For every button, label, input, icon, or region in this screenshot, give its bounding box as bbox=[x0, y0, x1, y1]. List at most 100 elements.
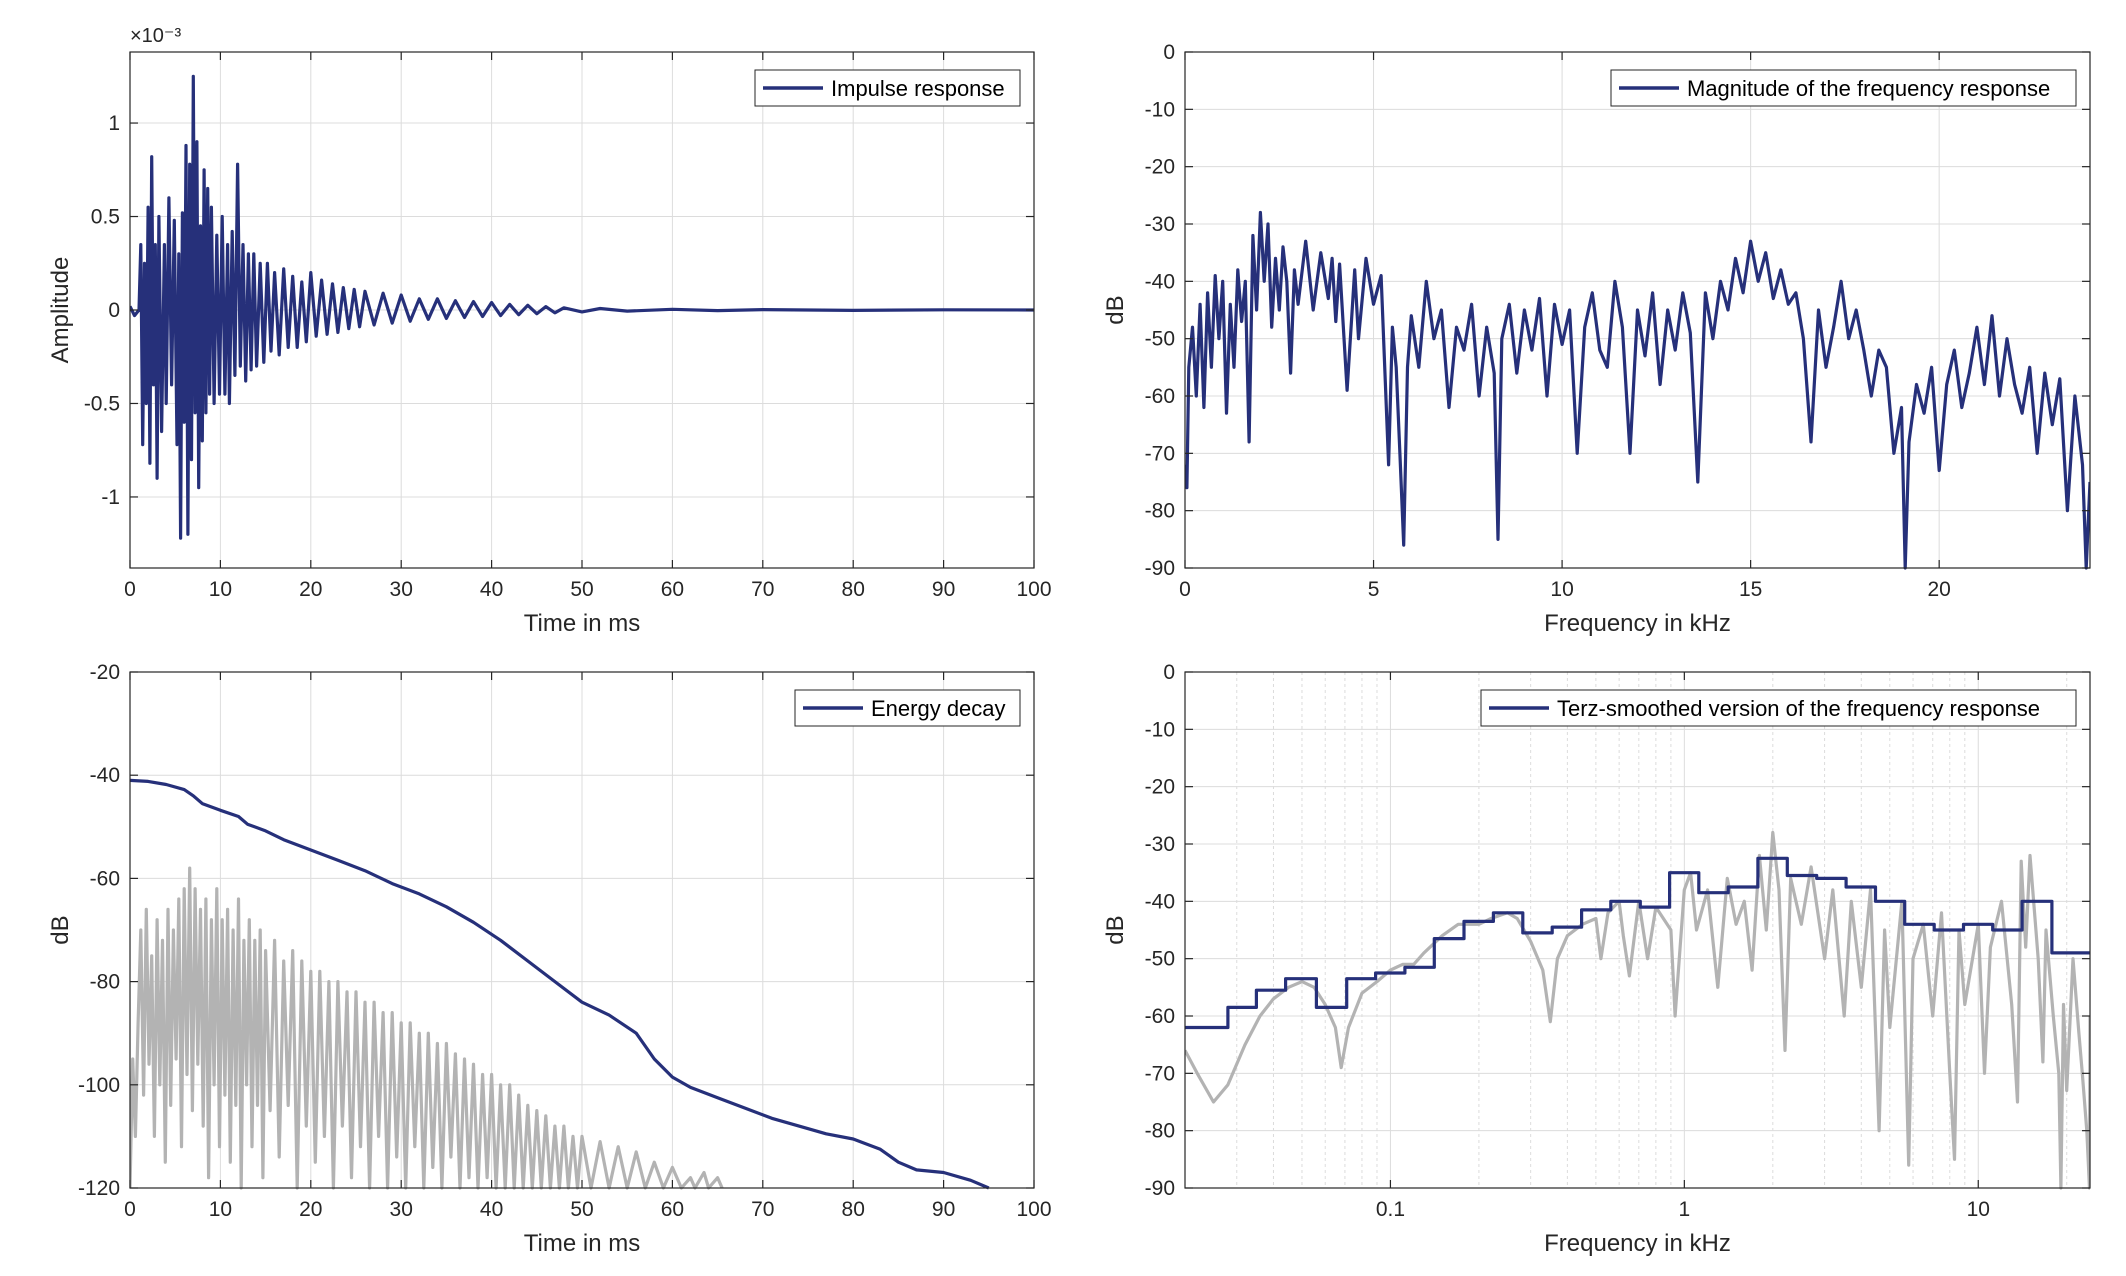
y-tick-label: -1 bbox=[101, 486, 120, 509]
y-tick-label: -90 bbox=[1145, 1177, 1175, 1200]
x-tick-label: 10 bbox=[1967, 1198, 1990, 1221]
y-tick-label: -60 bbox=[90, 867, 120, 890]
x-tick-label: 50 bbox=[570, 1198, 593, 1221]
y-tick-label: -40 bbox=[1145, 270, 1175, 293]
axes-box bbox=[1184, 671, 2091, 1189]
x-tick-label: 0 bbox=[124, 578, 136, 601]
y-tick-label: -90 bbox=[1145, 557, 1175, 580]
legend: Energy decay bbox=[794, 689, 1021, 727]
y-tick-label: -10 bbox=[1145, 718, 1175, 741]
y-tick-label: -120 bbox=[78, 1177, 120, 1200]
x-tick-label: 100 bbox=[1016, 1198, 1051, 1221]
series-group bbox=[130, 74, 1034, 540]
x-tick-label: 0 bbox=[124, 1198, 136, 1221]
x-tick-label: 90 bbox=[932, 578, 955, 601]
y-tick-label: -100 bbox=[78, 1074, 120, 1097]
series-line-energy-decay bbox=[130, 778, 990, 1190]
y-tick-label: -30 bbox=[1145, 833, 1175, 856]
x-axis-label: Time in ms bbox=[524, 610, 640, 637]
legend-entry: Energy decay bbox=[871, 696, 1006, 721]
legend: Magnitude of the frequency response bbox=[1610, 69, 2077, 107]
series-group bbox=[1185, 830, 2090, 1190]
x-tick-label: 20 bbox=[299, 1198, 322, 1221]
x-tick-label: 20 bbox=[299, 578, 322, 601]
x-tick-label: 90 bbox=[932, 1198, 955, 1221]
x-axis-label: Frequency in kHz bbox=[1544, 1230, 1731, 1257]
chart-terz: 0.1 1 10 0 -10 -20 -30 -40 -50 -60 -70 -80 -90 Freque… bbox=[1102, 661, 2091, 1257]
x-axis-label: Frequency in kHz bbox=[1544, 610, 1731, 637]
x-axis-label: Time in ms bbox=[524, 1230, 640, 1257]
axes-box bbox=[1184, 51, 2091, 569]
series-line-impulse-response bbox=[130, 74, 1034, 540]
y-tick-label: -60 bbox=[1145, 385, 1175, 408]
y-tick-label: -50 bbox=[1145, 328, 1175, 351]
x-tick-label: 20 bbox=[1927, 578, 1950, 601]
y-exponent-label: ×10⁻³ bbox=[130, 25, 181, 47]
y-axis-label: dB bbox=[1102, 295, 1129, 324]
series-group bbox=[1185, 210, 2090, 570]
y-tick-label: -20 bbox=[1145, 776, 1175, 799]
x-tick-label: 60 bbox=[661, 578, 684, 601]
tick-labels: 0.1 1 10 0 -10 -20 -30 -40 -50 -60 -70 -80 -90 bbox=[1145, 661, 2090, 1221]
legend-box bbox=[1480, 689, 2077, 727]
series-group bbox=[130, 778, 990, 1190]
y-tick-label: -20 bbox=[1145, 156, 1175, 179]
y-tick-label: -70 bbox=[1145, 1062, 1175, 1085]
legend-entry: Terz-smoothed version of the frequency r… bbox=[1557, 696, 2040, 721]
chart-magnitude: 0 5 10 15 20 0 -10 -20 -30 -40 -50 -60 -70 -80 -90 Freq… bbox=[1102, 41, 2091, 637]
y-tick-label: -70 bbox=[1145, 442, 1175, 465]
y-tick-label: 0 bbox=[108, 299, 120, 322]
y-axis-label: Amplitude bbox=[47, 257, 74, 364]
x-tick-label: 80 bbox=[842, 578, 865, 601]
x-tick-label: 0.1 bbox=[1376, 1198, 1405, 1221]
x-tick-label: 40 bbox=[480, 1198, 503, 1221]
chart-impulse: 0 10 20 30 40 50 60 70 80 90 100 -1 -0.5 0 0.5 1 ×10⁻³ Ti… bbox=[47, 25, 1052, 637]
y-tick-label: -50 bbox=[1145, 948, 1175, 971]
tick-labels: 0 10 20 30 40 50 60 70 80 90 100 -1 -0.5 0 0.5 1 bbox=[84, 52, 1052, 601]
x-tick-label: 30 bbox=[390, 578, 413, 601]
y-tick-label: -20 bbox=[90, 661, 120, 684]
y-tick-label: -80 bbox=[90, 971, 120, 994]
y-tick-label: -80 bbox=[1145, 500, 1175, 523]
y-tick-label: 0 bbox=[1163, 661, 1175, 684]
y-tick-label: -40 bbox=[1145, 890, 1175, 913]
x-tick-label: 70 bbox=[751, 1198, 774, 1221]
y-tick-label: 0.5 bbox=[91, 206, 120, 229]
x-tick-label: 10 bbox=[1550, 578, 1573, 601]
y-axis-label: dB bbox=[47, 915, 74, 944]
x-tick-label: 10 bbox=[209, 1198, 232, 1221]
y-tick-label: -0.5 bbox=[84, 392, 120, 415]
x-tick-label: 10 bbox=[209, 578, 232, 601]
x-tick-label: 60 bbox=[661, 1198, 684, 1221]
y-tick-label: -10 bbox=[1145, 98, 1175, 121]
x-tick-label: 30 bbox=[390, 1198, 413, 1221]
legend-box bbox=[1610, 69, 2077, 107]
x-tick-label: 70 bbox=[751, 578, 774, 601]
tick-labels: 0 5 10 15 20 0 -10 -20 -30 -40 -50 -60 -70 -80 -90 bbox=[1145, 41, 2090, 601]
series-line-magnitude-of-the-frequency-response bbox=[1185, 210, 2090, 570]
x-tick-label: 0 bbox=[1179, 578, 1191, 601]
y-axis-label: dB bbox=[1102, 915, 1129, 944]
legend-entry: Impulse response bbox=[831, 76, 1005, 101]
x-tick-label: 15 bbox=[1739, 578, 1762, 601]
legend: Terz-smoothed version of the frequency r… bbox=[1480, 689, 2077, 727]
x-tick-label: 1 bbox=[1678, 1198, 1690, 1221]
chart-energy: 0 10 20 30 40 50 60 70 80 90 100 -20 -40 -60 -80 -100 -1… bbox=[47, 661, 1052, 1257]
series-line-terz-smoothed-version-of-the-frequency-response bbox=[1185, 856, 2090, 1030]
x-tick-label: 50 bbox=[570, 578, 593, 601]
y-tick-label: -80 bbox=[1145, 1120, 1175, 1143]
y-tick-label: -60 bbox=[1145, 1005, 1175, 1028]
y-tick-label: -40 bbox=[90, 764, 120, 787]
y-tick-label: 1 bbox=[108, 112, 120, 135]
y-tick-label: 0 bbox=[1163, 41, 1175, 64]
legend-entry: Magnitude of the frequency response bbox=[1687, 76, 2050, 101]
legend: Impulse response bbox=[754, 69, 1021, 107]
series-line-secondary bbox=[130, 866, 724, 1190]
x-tick-label: 40 bbox=[480, 578, 503, 601]
tick-labels: 0 10 20 30 40 50 60 70 80 90 100 -20 -40 -60 -80 -100 -1… bbox=[78, 661, 1052, 1221]
x-tick-label: 80 bbox=[842, 1198, 865, 1221]
x-tick-label: 5 bbox=[1368, 578, 1380, 601]
y-tick-label: -30 bbox=[1145, 213, 1175, 236]
x-tick-label: 100 bbox=[1016, 578, 1051, 601]
